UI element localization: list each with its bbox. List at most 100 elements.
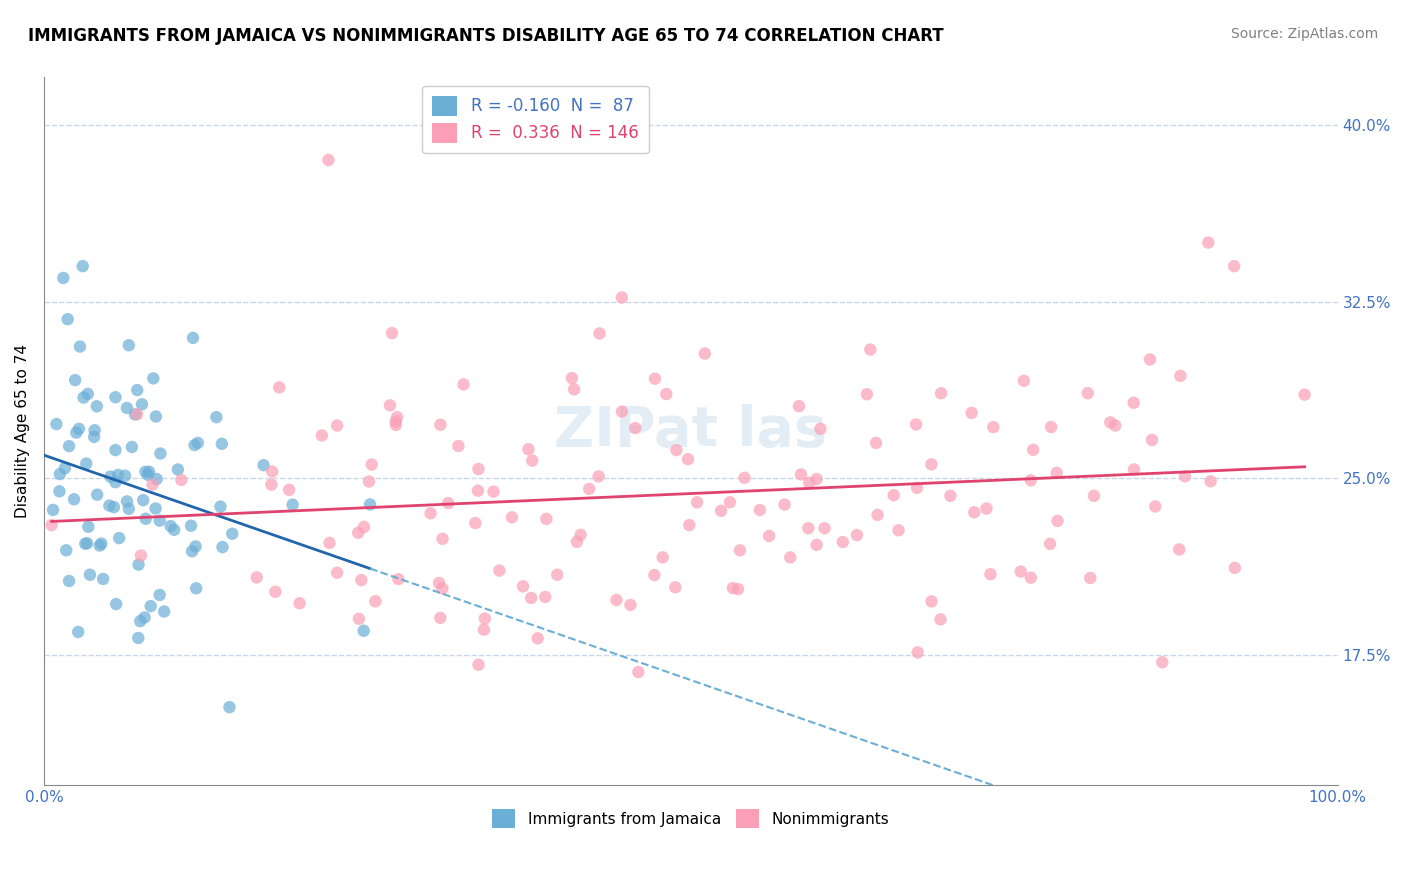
Point bbox=[129, 614, 152, 628]
Point bbox=[813, 521, 835, 535]
Point bbox=[664, 580, 686, 594]
Point bbox=[42, 503, 65, 517]
Point bbox=[89, 539, 111, 553]
Point bbox=[72, 391, 94, 405]
Point bbox=[960, 406, 983, 420]
Point bbox=[211, 437, 233, 451]
Point bbox=[605, 593, 627, 607]
Point bbox=[979, 567, 1001, 582]
Point bbox=[114, 468, 136, 483]
Point bbox=[186, 582, 208, 596]
Text: IMMIGRANTS FROM JAMAICA VS NONIMMIGRANTS DISABILITY AGE 65 TO 74 CORRELATION CHA: IMMIGRANTS FROM JAMAICA VS NONIMMIGRANTS… bbox=[28, 27, 943, 45]
Point bbox=[432, 532, 454, 546]
Point bbox=[569, 528, 592, 542]
Point bbox=[278, 483, 301, 497]
Point bbox=[149, 588, 172, 602]
Point bbox=[359, 498, 381, 512]
Point bbox=[149, 514, 172, 528]
Point bbox=[806, 472, 828, 486]
Point bbox=[347, 525, 370, 540]
Point bbox=[432, 582, 454, 596]
Point bbox=[209, 500, 232, 514]
Point bbox=[67, 624, 90, 639]
Point bbox=[565, 534, 588, 549]
Point bbox=[773, 498, 796, 512]
Point bbox=[856, 387, 879, 401]
Point bbox=[86, 399, 108, 413]
Point bbox=[474, 611, 496, 625]
Point bbox=[134, 465, 156, 479]
Point bbox=[578, 482, 600, 496]
Point bbox=[526, 632, 548, 646]
Point bbox=[1099, 415, 1122, 429]
Point bbox=[1140, 433, 1163, 447]
Point bbox=[103, 500, 125, 515]
Point bbox=[1012, 374, 1035, 388]
Point bbox=[145, 501, 167, 516]
Point bbox=[806, 538, 828, 552]
Point bbox=[676, 452, 699, 467]
Point bbox=[159, 519, 181, 533]
Point bbox=[1022, 442, 1045, 457]
Point bbox=[1152, 655, 1174, 669]
Point bbox=[1122, 396, 1144, 410]
Point bbox=[77, 520, 100, 534]
Point bbox=[686, 495, 709, 509]
Point bbox=[921, 594, 943, 608]
Point bbox=[627, 665, 650, 679]
Point bbox=[163, 523, 186, 537]
Point bbox=[1078, 571, 1101, 585]
Point bbox=[91, 572, 114, 586]
Point bbox=[187, 436, 209, 450]
Point bbox=[1039, 537, 1062, 551]
Point bbox=[41, 518, 63, 533]
Point bbox=[727, 582, 749, 597]
Point bbox=[787, 399, 810, 413]
Point bbox=[387, 572, 409, 586]
Point bbox=[118, 338, 141, 352]
Point bbox=[1144, 500, 1167, 514]
Point bbox=[180, 518, 202, 533]
Point bbox=[252, 458, 274, 473]
Point bbox=[75, 457, 97, 471]
Point bbox=[288, 596, 311, 610]
Point bbox=[56, 312, 79, 326]
Point bbox=[58, 439, 80, 453]
Point bbox=[520, 591, 543, 605]
Point bbox=[107, 467, 129, 482]
Point bbox=[364, 594, 387, 608]
Point bbox=[353, 520, 375, 534]
Point bbox=[264, 584, 287, 599]
Point bbox=[135, 512, 157, 526]
Point bbox=[360, 458, 382, 472]
Point bbox=[142, 371, 165, 385]
Point bbox=[127, 631, 149, 645]
Point bbox=[63, 492, 86, 507]
Point bbox=[866, 508, 889, 522]
Point bbox=[588, 326, 610, 341]
Point bbox=[269, 380, 291, 394]
Point bbox=[929, 386, 952, 401]
Point bbox=[86, 488, 108, 502]
Point bbox=[104, 475, 127, 490]
Point bbox=[1174, 469, 1197, 483]
Point bbox=[831, 535, 853, 549]
Point bbox=[1199, 475, 1222, 489]
Point bbox=[488, 564, 510, 578]
Point bbox=[139, 599, 162, 614]
Point bbox=[512, 579, 534, 593]
Point bbox=[887, 523, 910, 537]
Point bbox=[482, 484, 505, 499]
Point bbox=[546, 567, 568, 582]
Point bbox=[710, 504, 733, 518]
Point bbox=[790, 467, 813, 482]
Point bbox=[920, 458, 942, 472]
Point bbox=[83, 430, 105, 444]
Point bbox=[79, 567, 101, 582]
Point bbox=[104, 443, 127, 458]
Point bbox=[534, 590, 557, 604]
Text: Source: ZipAtlas.com: Source: ZipAtlas.com bbox=[1230, 27, 1378, 41]
Point bbox=[184, 540, 207, 554]
Point bbox=[211, 540, 233, 554]
Point bbox=[758, 529, 780, 543]
